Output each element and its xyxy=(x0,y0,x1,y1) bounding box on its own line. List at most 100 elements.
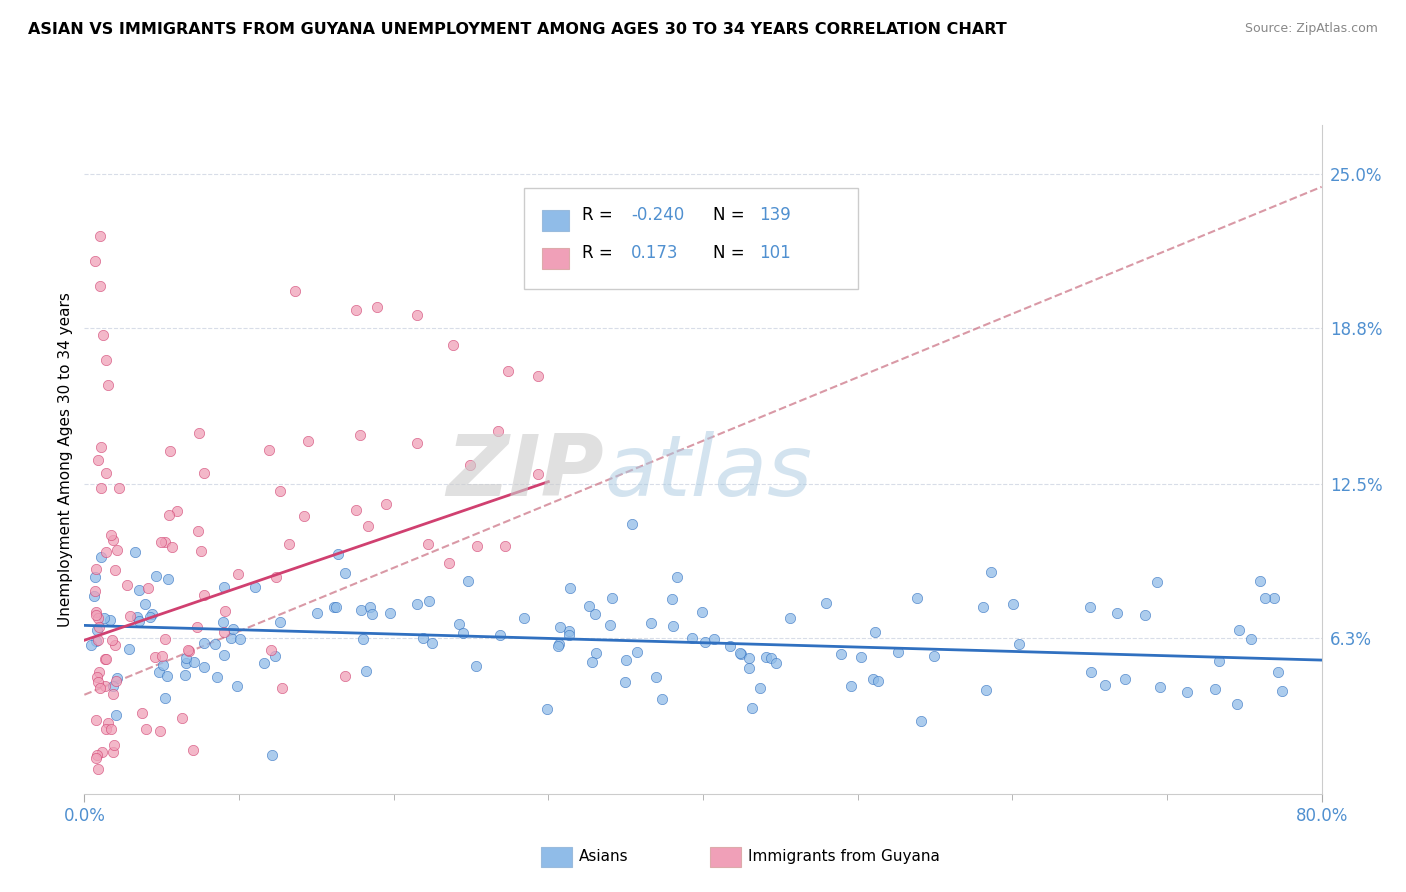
Point xyxy=(222,622,245,636)
Point xyxy=(980,565,1002,579)
Point xyxy=(779,611,801,625)
Point xyxy=(228,632,250,646)
Point xyxy=(527,368,550,383)
Point xyxy=(513,610,536,624)
Point xyxy=(738,661,761,675)
Point xyxy=(558,624,581,638)
Point xyxy=(1226,697,1249,711)
Point xyxy=(212,625,235,640)
Point xyxy=(344,303,367,318)
Point xyxy=(90,550,112,565)
Point xyxy=(219,631,242,645)
Point xyxy=(496,364,519,378)
Point xyxy=(323,600,346,615)
Point xyxy=(105,674,128,689)
Point xyxy=(269,483,291,498)
Point xyxy=(839,679,862,693)
Point xyxy=(87,620,110,634)
Point xyxy=(457,574,479,588)
Point xyxy=(755,649,778,664)
Point xyxy=(730,648,752,662)
Point xyxy=(177,643,200,657)
Point xyxy=(626,645,648,659)
Point xyxy=(277,536,299,550)
Point xyxy=(269,615,291,629)
Point xyxy=(451,625,474,640)
Point xyxy=(905,591,928,605)
Point xyxy=(366,300,388,314)
Point xyxy=(104,563,127,577)
Point xyxy=(177,644,200,658)
Point xyxy=(830,647,852,661)
Point xyxy=(115,578,138,592)
Point xyxy=(1271,684,1294,698)
Point xyxy=(1008,637,1031,651)
Point xyxy=(98,613,121,627)
Point xyxy=(153,691,176,706)
Point xyxy=(761,651,783,665)
Point xyxy=(1253,591,1275,605)
Point xyxy=(405,308,427,322)
Point xyxy=(349,427,371,442)
Point xyxy=(558,581,581,595)
Point xyxy=(412,631,434,645)
Point xyxy=(307,607,329,621)
Point xyxy=(361,607,384,621)
Point xyxy=(153,632,176,646)
Point xyxy=(204,637,226,651)
Point xyxy=(205,669,228,683)
Point xyxy=(84,254,107,268)
Point xyxy=(90,440,112,454)
Point xyxy=(173,668,195,682)
Point xyxy=(1249,574,1271,589)
Point xyxy=(83,589,105,603)
Point xyxy=(378,606,401,620)
Point xyxy=(84,583,107,598)
Point xyxy=(136,581,159,595)
Point xyxy=(578,599,600,614)
Point xyxy=(741,700,763,714)
Point xyxy=(131,706,153,720)
Text: 139: 139 xyxy=(759,206,790,224)
Point xyxy=(128,582,150,597)
Point xyxy=(183,655,205,669)
Point xyxy=(84,605,107,619)
Point xyxy=(84,570,107,584)
Point xyxy=(150,649,173,664)
Point xyxy=(243,580,266,594)
Point xyxy=(583,607,606,622)
Point xyxy=(488,628,510,642)
Point xyxy=(186,620,208,634)
Point xyxy=(124,545,146,559)
Point xyxy=(297,434,319,449)
Point xyxy=(494,539,516,553)
Point xyxy=(87,665,110,679)
Text: 0.173: 0.173 xyxy=(631,244,679,262)
Point xyxy=(284,284,307,298)
Point xyxy=(1208,654,1230,668)
FancyBboxPatch shape xyxy=(543,211,569,230)
Point xyxy=(441,338,464,352)
Point xyxy=(152,658,174,673)
Point xyxy=(89,279,111,293)
Point xyxy=(93,679,115,693)
Text: 101: 101 xyxy=(759,244,790,262)
Point xyxy=(350,603,373,617)
Point xyxy=(359,599,381,614)
Point xyxy=(105,543,128,558)
Point xyxy=(1149,681,1171,695)
Point xyxy=(160,540,183,554)
Text: ZIP: ZIP xyxy=(446,431,605,515)
Point xyxy=(486,424,509,438)
Point xyxy=(335,566,357,580)
Point xyxy=(292,508,315,523)
Point xyxy=(681,631,703,645)
Point xyxy=(665,570,688,584)
Point xyxy=(84,608,107,623)
Text: R =: R = xyxy=(582,206,617,224)
Point xyxy=(101,633,124,648)
Point xyxy=(86,611,108,625)
Point xyxy=(352,632,374,646)
Point xyxy=(174,656,197,670)
Y-axis label: Unemployment Among Ages 30 to 34 years: Unemployment Among Ages 30 to 34 years xyxy=(58,292,73,627)
